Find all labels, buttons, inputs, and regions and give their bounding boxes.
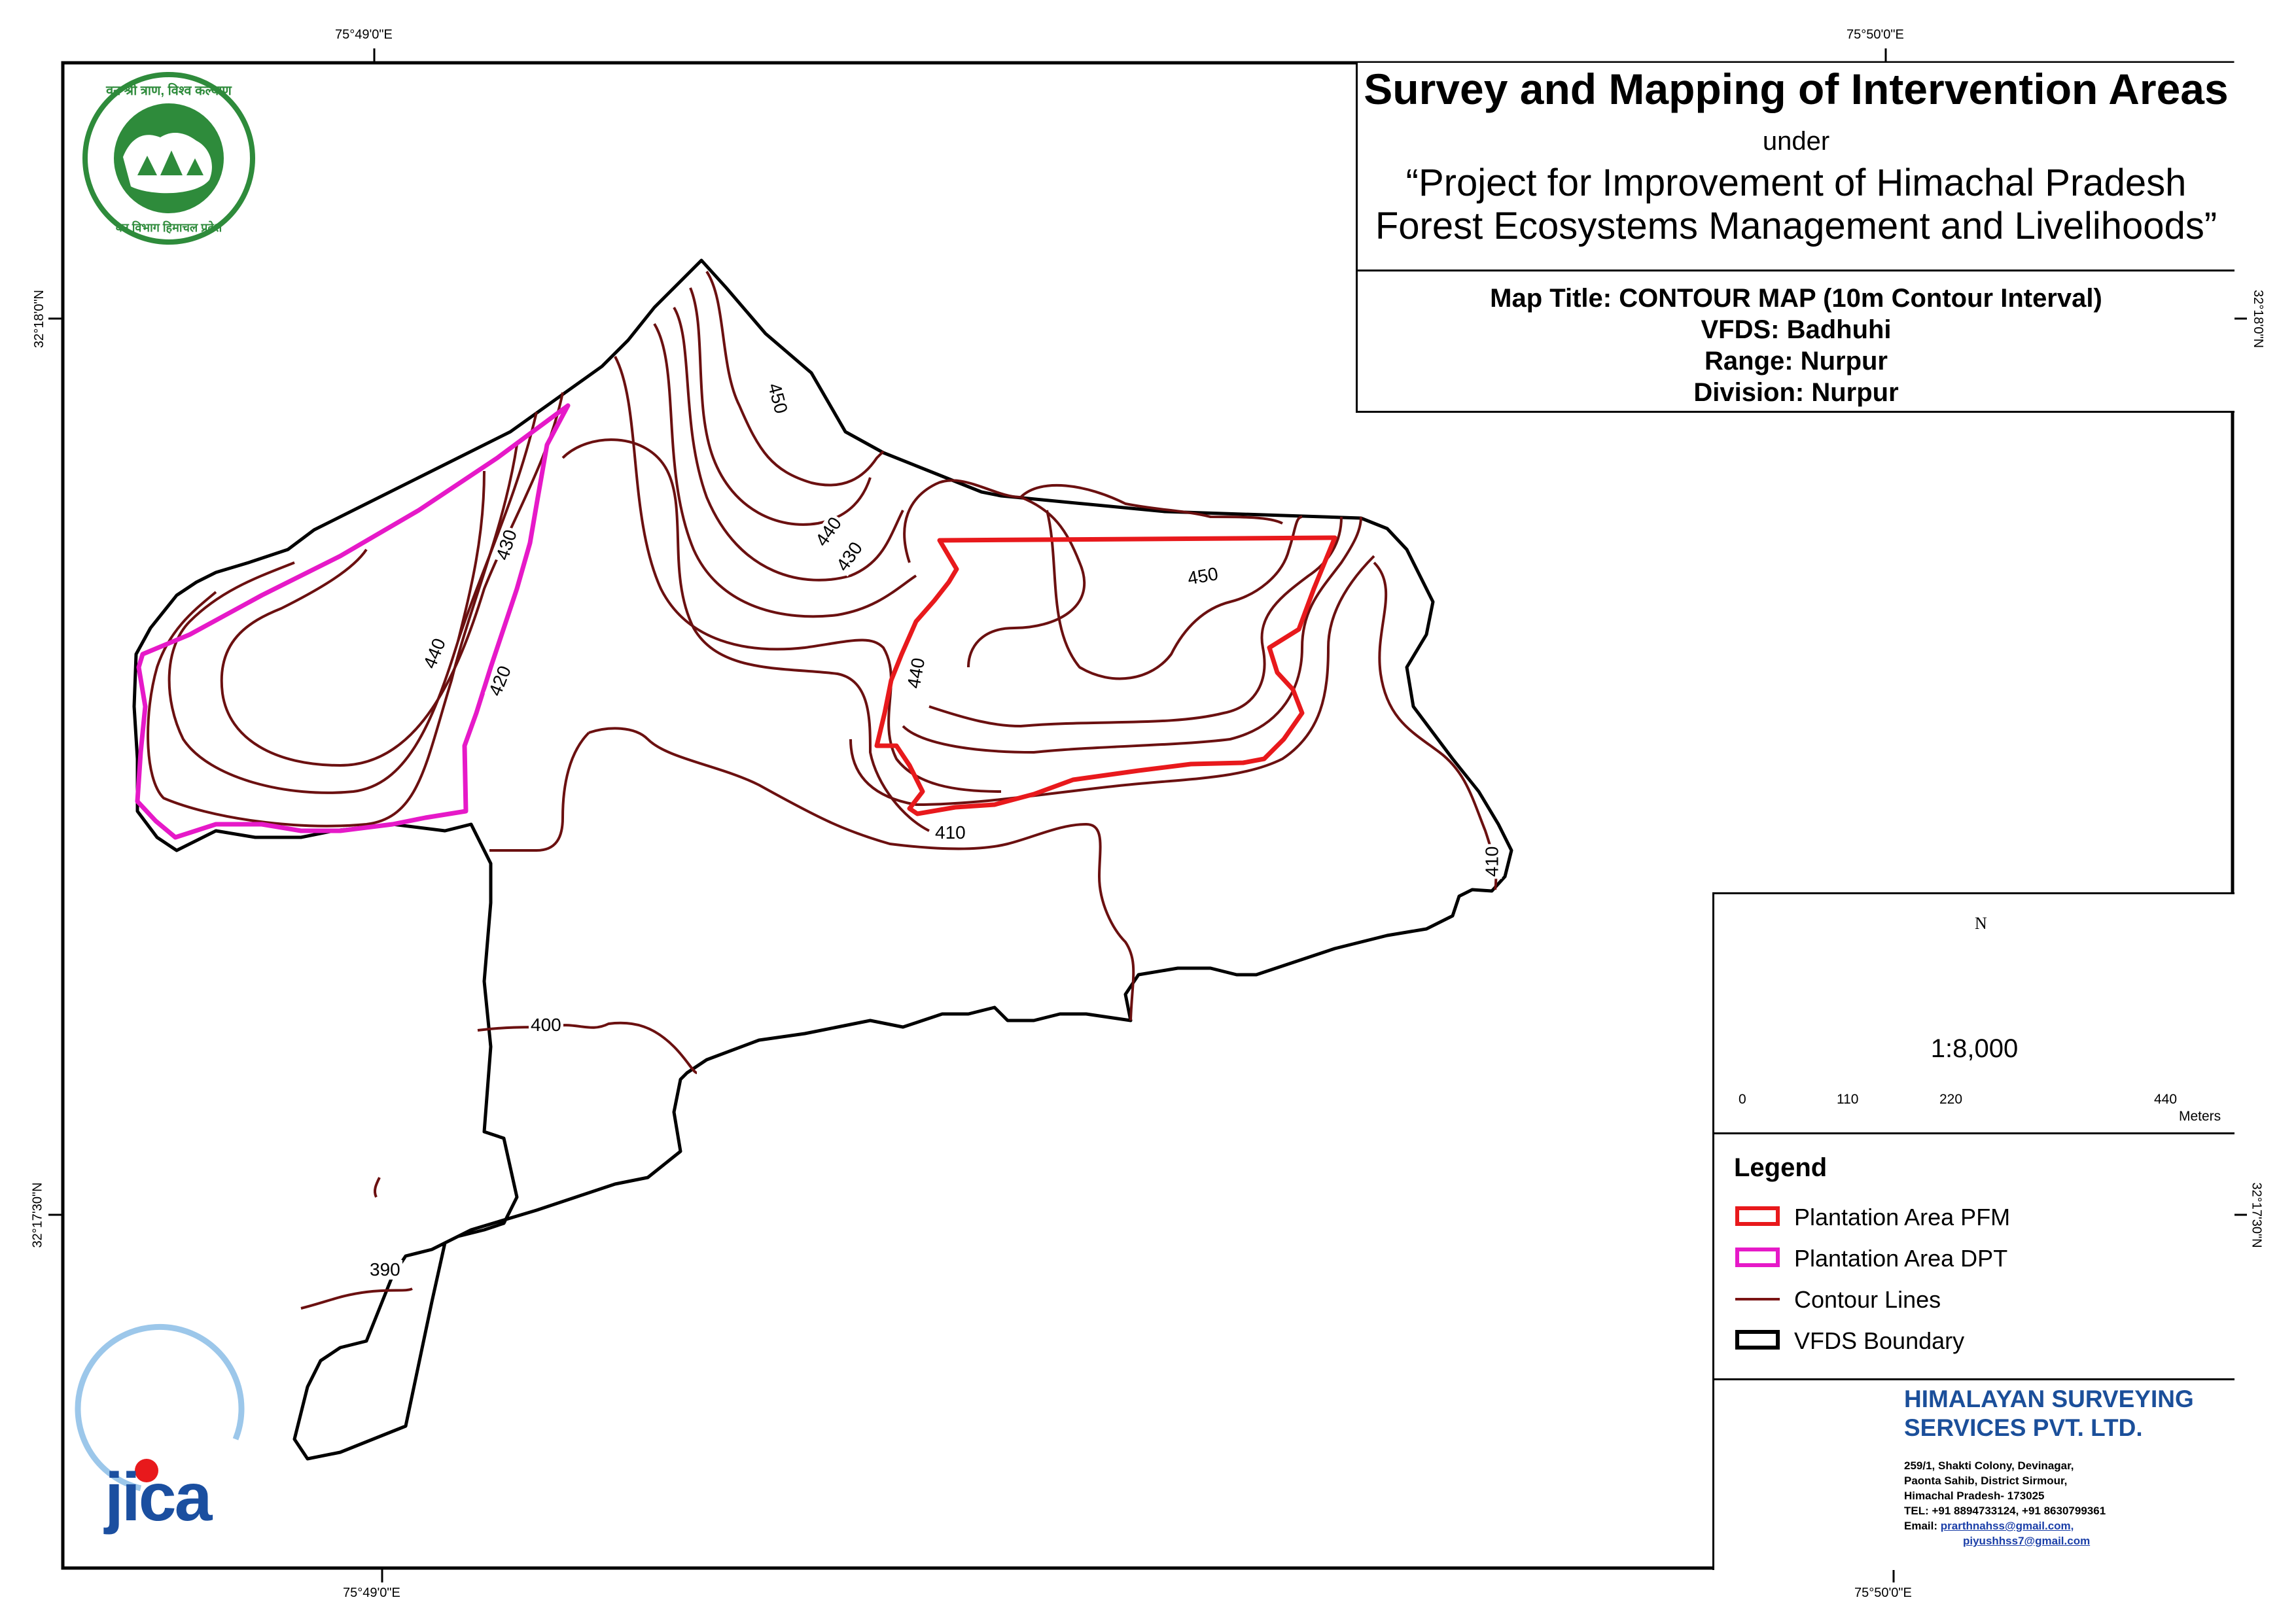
map-title: Map Title: CONTOUR MAP (10m Contour Inte… <box>1490 284 2102 313</box>
panel-divider <box>1714 1132 2234 1134</box>
forest-department-logo <box>82 72 255 245</box>
company-address: 259/1, Shakti Colony, Devinagar, Paonta … <box>1904 1458 2106 1548</box>
company-name-line1: HIMALAYAN SURVEYING <box>1904 1386 2194 1412</box>
legend-label-dpt: Plantation Area DPT <box>1794 1245 2008 1272</box>
company-name-line2: SERVICES PVT. LTD. <box>1904 1414 2143 1441</box>
title-divider <box>1358 270 2234 271</box>
plantation-area-pfm <box>874 535 1337 816</box>
panel-divider <box>1714 1378 2234 1380</box>
scale-tick-110: 110 <box>1837 1092 1859 1107</box>
legend-label-boundary: VFDS Boundary <box>1794 1327 1965 1354</box>
jica-logo <box>75 1323 245 1492</box>
graticule-top-left: 75°49'0"E <box>335 27 393 42</box>
vfds-name: VFDS: Badhuhi <box>1701 315 1892 344</box>
forest-logo-text-bottom: वन विभाग हिमाचल प्रदेश <box>115 221 222 234</box>
contour-label: 410 <box>1481 844 1502 879</box>
division-name: Division: Nurpur <box>1693 378 1899 407</box>
project-title-line2: Forest Ecosystems Management and Livelih… <box>1375 205 2217 247</box>
email-link-1[interactable]: prarthnahss@gmail.com, <box>1940 1520 2074 1532</box>
legend-label-pfm: Plantation Area PFM <box>1794 1204 2011 1230</box>
company-phone: TEL: +91 8894733124, +91 8630799361 <box>1904 1505 2106 1517</box>
legend-swatch-boundary <box>1735 1330 1780 1350</box>
plantation-area-dpt <box>135 403 571 840</box>
company-email-row: Email: prarthnahss@gmail.com, <box>1904 1518 2106 1533</box>
range-name: Range: Nurpur <box>1704 347 1888 375</box>
email-link-2[interactable]: piyushhss7@gmail.com <box>1963 1535 2091 1547</box>
forest-logo-text-top: वन श्री त्राण, विश्व कल्याण <box>106 84 232 98</box>
address-line2: Paonta Sahib, District Sirmour, <box>1904 1475 2068 1487</box>
project-title-line1: “Project for Improvement of Himachal Pra… <box>1405 162 2187 204</box>
map-heading-under: under <box>1762 127 1830 156</box>
contour-lines <box>147 270 1498 1310</box>
legend-swatch-dpt <box>1735 1248 1780 1267</box>
map-info-panel: N 1:8,000 0 110 220 440 Meters Legend Pl… <box>1712 892 2234 1570</box>
graticule-bottom-left: 75°49'0"E <box>343 1586 400 1600</box>
legend-label-contour: Contour Lines <box>1794 1286 1941 1313</box>
graticule-left-lower: 32°17'30"N <box>30 1182 45 1248</box>
company-name: HIMALAYAN SURVEYING SERVICES PVT. LTD. <box>1904 1385 2194 1442</box>
legend-title: Legend <box>1734 1153 1828 1182</box>
scale-tick-0: 0 <box>1739 1092 1746 1107</box>
north-label: N <box>1975 914 1987 933</box>
vfds-boundary <box>132 258 1513 1461</box>
contour-label: 400 <box>529 1015 563 1035</box>
title-box: Survey and Mapping of Intervention Areas… <box>1356 63 2234 413</box>
contour-label: 390 <box>368 1260 402 1280</box>
scale-tick-220: 220 <box>1939 1092 1963 1107</box>
graticule-ticks <box>48 48 2247 1582</box>
company-email-row-2: piyushhss7@gmail.com <box>1904 1533 2106 1548</box>
email-label: Email: <box>1904 1520 1938 1532</box>
graticule-top-right: 75°50'0"E <box>1846 27 1904 42</box>
scale-tick-440: 440 <box>2154 1092 2178 1107</box>
address-line3: Himachal Pradesh- 173025 <box>1904 1490 2045 1502</box>
graticule-right-upper: 32°18'0"N <box>2250 290 2265 348</box>
graticule-right-lower: 32°17'30"N <box>2249 1182 2264 1248</box>
scale-units: Meters <box>2179 1109 2221 1124</box>
legend-swatch-pfm <box>1735 1206 1780 1226</box>
address-line1: 259/1, Shakti Colony, Devinagar, <box>1904 1459 2074 1472</box>
scale-ratio: 1:8,000 <box>1930 1034 2019 1063</box>
legend-swatch-contour <box>1735 1298 1780 1300</box>
map-frame <box>61 61 2234 1570</box>
map-heading: Survey and Mapping of Intervention Areas <box>1364 65 2229 113</box>
jica-wordmark: jica <box>105 1459 212 1535</box>
contour-label: 410 <box>933 823 968 843</box>
graticule-left-upper: 32°18'0"N <box>31 290 46 348</box>
graticule-bottom-right: 75°50'0"E <box>1854 1586 1912 1600</box>
